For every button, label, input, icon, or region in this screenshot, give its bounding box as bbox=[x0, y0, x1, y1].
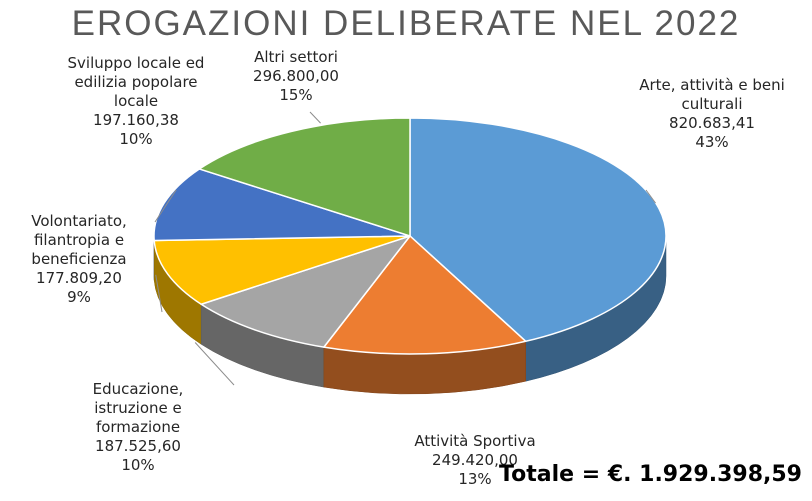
slice-label-percent: 43% bbox=[695, 133, 729, 151]
slice-label-sviluppo: Sviluppo locale ed edilizia popolare loc… bbox=[56, 54, 216, 149]
slice-label-value: 820.683,41 bbox=[669, 114, 755, 132]
slice-label-value: 296.800,00 bbox=[253, 67, 339, 85]
leader-line-arte-attivita-e-beni-culturali bbox=[645, 189, 656, 204]
leader-line-educazione-istruzione-e-formazione bbox=[194, 342, 235, 386]
slice-label-value: 177.809,20 bbox=[36, 269, 122, 287]
slice-label-value: 249.420,00 bbox=[432, 451, 518, 469]
leader-line-volontariato-filantropia-e-beneficienza bbox=[155, 274, 163, 313]
slice-label-percent: 9% bbox=[67, 288, 91, 306]
slice-label-percent: 15% bbox=[279, 86, 313, 104]
slice-label-value: 187.525,60 bbox=[95, 437, 181, 455]
slice-label-educazione: Educazione, istruzione e formazione 187.… bbox=[68, 380, 208, 475]
slice-label-name: Educazione, istruzione e formazione bbox=[92, 380, 184, 436]
chart-title: EROGAZIONI DELIBERATE NEL 2022 bbox=[71, 4, 741, 43]
pie-slice-attivita-sportiva bbox=[323, 235, 527, 355]
slice-label-altri: Altri settori 296.800,00 15% bbox=[236, 48, 356, 105]
slice-label-name: Altri settori bbox=[254, 48, 338, 66]
slice-label-name: Sviluppo locale ed edilizia popolare loc… bbox=[67, 54, 205, 110]
leader-line-sviluppo-locale-ed-edilizia-popolare-locale bbox=[154, 189, 177, 223]
slice-label-name: Arte, attività e beni culturali bbox=[639, 76, 785, 113]
pie-slice-volontariato-filantropia-e-beneficienza bbox=[153, 235, 411, 306]
slice-label-volontariato: Volontariato, filantropia e beneficienza… bbox=[6, 212, 152, 307]
slice-label-name: Volontariato, filantropia e beneficienza bbox=[31, 212, 127, 268]
total-label: Totale = €. 1.929.398,59 bbox=[499, 462, 802, 487]
slice-label-percent: 13% bbox=[458, 470, 492, 488]
pie-slice-arte-attivita-e-beni-culturali bbox=[409, 117, 667, 343]
slice-label-arte: Arte, attività e beni culturali 820.683,… bbox=[612, 76, 812, 152]
pie-slice-altri-settori bbox=[198, 117, 411, 237]
leader-line-altri-settori bbox=[309, 111, 321, 124]
pie-slice-educazione-istruzione-e-formazione bbox=[200, 235, 411, 348]
pie-slice-sviluppo-locale-ed-edilizia-popolare-locale bbox=[153, 168, 411, 242]
slice-label-percent: 10% bbox=[121, 456, 155, 474]
slice-label-name: Attività Sportiva bbox=[414, 432, 536, 450]
slice-label-sport: Attività Sportiva 249.420,00 13% bbox=[400, 432, 550, 489]
slice-label-percent: 10% bbox=[119, 130, 153, 148]
slice-label-value: 197.160,38 bbox=[93, 111, 179, 129]
